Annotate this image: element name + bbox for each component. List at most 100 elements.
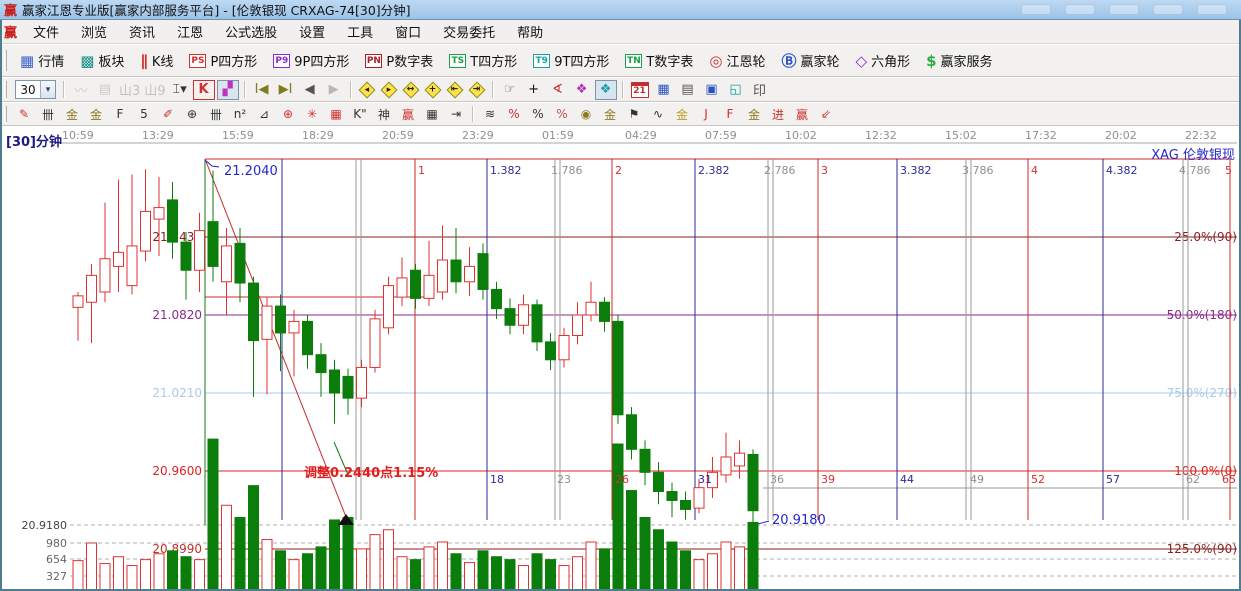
menu-帮助[interactable]: 帮助	[517, 26, 544, 41]
tool-jin-tool-button[interactable]: 进	[771, 107, 784, 122]
menu-江恩[interactable]: 江恩	[177, 26, 204, 41]
feature-t-number-button[interactable]: TN T数字表	[617, 45, 701, 76]
tool-stat-band-button[interactable]: ≋	[484, 107, 496, 121]
draw-shen-tool-button[interactable]: 神	[377, 107, 390, 122]
titlebar-ghost-button[interactable]	[1065, 4, 1095, 15]
k-chart-button[interactable]: K	[192, 79, 215, 100]
zoom-in-right-button[interactable]: ▸	[379, 80, 399, 100]
save-button[interactable]: ▣	[705, 82, 718, 97]
page-end-button[interactable]: ⇥	[467, 80, 487, 100]
draw-marker-pen-button[interactable]: ✐	[162, 107, 174, 121]
menu-文件[interactable]: 文件	[33, 26, 60, 41]
period-combobox[interactable]: 30 ▾	[15, 80, 56, 99]
tool-percent-line-button[interactable]: %	[556, 107, 568, 121]
draw-k-quote-button[interactable]: K"	[353, 107, 367, 121]
volume-profile-button[interactable]: ▞	[216, 79, 239, 100]
period-dropdown-arrow[interactable]: ▾	[40, 81, 55, 98]
crosshair-button[interactable]: +	[528, 82, 540, 97]
bars-9-button[interactable]: 山9	[144, 84, 166, 99]
candle-style-button[interactable]: ⌶▾	[172, 82, 187, 97]
draw-star-web-button[interactable]: ✳	[306, 107, 318, 121]
gann-brush-button[interactable]: ❖	[575, 82, 588, 97]
draw-gann-grid-5-button[interactable]: 5	[140, 107, 148, 121]
last-page-button[interactable]: ▶I	[278, 82, 293, 97]
feature-hexagon-button[interactable]: ◇ 六角形	[848, 45, 919, 76]
draw-ying-tool-button[interactable]: 赢	[401, 107, 414, 122]
feature-label: 行情	[38, 55, 65, 70]
draw-circle-cross-button[interactable]: ⊕	[186, 107, 198, 121]
candlestick-chart[interactable]: 10:59 13:29 15:59 18:29 20:59 23:29 01:59 04:29…	[0, 126, 1241, 591]
draw-target-red-button[interactable]: ⊕	[282, 107, 294, 121]
menu-交易委托[interactable]: 交易委托	[443, 26, 496, 41]
titlebar-ghost-button[interactable]	[1197, 4, 1227, 15]
feature-9p-square-button[interactable]: P9 9P四方形	[265, 45, 357, 76]
first-page-button[interactable]: I◀	[254, 82, 269, 97]
menu-浏览[interactable]: 浏览	[81, 26, 108, 41]
draw-gann-grid-button[interactable]: 卌	[41, 107, 54, 122]
tool-flag-button[interactable]: ⚑	[628, 107, 640, 121]
next-page-button[interactable]: ▶	[328, 82, 339, 97]
calendar-button[interactable]: 21	[629, 80, 651, 100]
draw-ruler-123-button[interactable]: ▦	[426, 107, 438, 121]
svg-text:980: 980	[46, 537, 67, 550]
titlebar-ghost-button[interactable]	[1109, 4, 1139, 15]
menu-窗口[interactable]: 窗口	[395, 26, 422, 41]
menu-公式选股[interactable]: 公式选股	[225, 26, 278, 41]
tool-wave-button[interactable]: ∿	[652, 107, 664, 121]
feature-p-number-button[interactable]: PN P数字表	[357, 45, 441, 76]
feature-sectors-button[interactable]: ▩ 板块	[72, 45, 132, 76]
calculator-button[interactable]: ▦	[657, 82, 670, 97]
period-value: 30	[20, 82, 36, 97]
feature-kline-button[interactable]: ∥ K线	[132, 45, 181, 76]
tool-j-angle-button[interactable]: J	[704, 107, 708, 121]
feature-t-square-button[interactable]: TS T四方形	[441, 45, 525, 76]
feature-p-square-button[interactable]: PS P四方形	[181, 45, 265, 76]
tool-gold-line-button[interactable]: 金	[603, 107, 616, 122]
notepad-button[interactable]: ▤	[681, 82, 694, 97]
zoom-both-button[interactable]: ↔	[401, 80, 421, 100]
angle-measure-button[interactable]: ∢	[552, 82, 564, 97]
titlebar-ghost-button[interactable]	[1021, 4, 1051, 15]
feature-winner-wheel-button[interactable]: Ⓑ 赢家轮	[773, 45, 847, 76]
feature-quotes-button[interactable]: ▦ 行情	[12, 45, 72, 76]
freehand-button[interactable]: 〰	[74, 84, 88, 99]
snapshot-button[interactable]: ◱	[729, 82, 742, 97]
draw-gann-grid-gold-1-button[interactable]: 金	[65, 107, 78, 122]
menu-设置[interactable]: 设置	[299, 26, 326, 41]
bars-3-button[interactable]: 山3	[119, 84, 141, 99]
chart-area[interactable]: [30]分钟 XAG 伦敦银现 10:59 13:29 15:59 18:29 20:5…	[0, 126, 1241, 591]
page-start-button[interactable]: ⇤	[445, 80, 465, 100]
feature-9t-square-button[interactable]: T9 9T四方形	[525, 45, 617, 76]
titlebar-ghost-button[interactable]	[1153, 4, 1183, 15]
zoom-out-left-button[interactable]: ◂	[357, 80, 377, 100]
draw-n-square-button[interactable]: n²	[233, 107, 247, 121]
tool-gold-angle-button[interactable]: 金	[747, 107, 760, 122]
draw-pen-button[interactable]: ✎	[18, 107, 30, 121]
prev-page-button[interactable]: ◀	[304, 82, 315, 97]
draw-web-grid-button[interactable]: ▦	[330, 107, 342, 121]
tool-gold-button[interactable]: 金	[675, 107, 688, 122]
draw-grid-plain-button[interactable]: 卌	[209, 107, 222, 122]
zoom-center-icon: +	[424, 81, 442, 98]
menu-工具[interactable]: 工具	[347, 26, 374, 41]
tool-ying-angle-button[interactable]: 赢	[795, 107, 808, 122]
feature-gann-wheel-button[interactable]: ◎ 江恩轮	[701, 45, 773, 76]
draw-measure-x-button[interactable]: ⇥	[450, 107, 462, 121]
tool-gold-circle-button[interactable]: ◉	[580, 107, 592, 121]
gann-shape-button[interactable]: ❖	[594, 79, 617, 100]
tool-percent-button[interactable]: %	[532, 107, 544, 121]
draw-gann-grid-f-button[interactable]: F	[116, 107, 124, 121]
title-bar[interactable]: 赢 赢家江恩专业版[赢家内部服务平台] - [伦敦银现 CRXAG-74[30]…	[0, 0, 1241, 20]
draw-angle-tool-button[interactable]: ⊿	[258, 107, 270, 121]
svg-text:23:29: 23:29	[462, 129, 494, 142]
draw-gann-grid-gold-2-button[interactable]: 金	[89, 107, 102, 122]
print-button[interactable]: 印	[753, 84, 767, 99]
zoom-center-button[interactable]: +	[423, 80, 443, 100]
pan-hand-button[interactable]: ☞	[503, 82, 516, 97]
tool-squiggle-button[interactable]: ⇙	[820, 107, 832, 121]
tool-percent-red-button[interactable]: %	[508, 107, 520, 121]
feature-winner-service-button[interactable]: $ 赢家服务	[918, 45, 1000, 76]
notes-button[interactable]: ▤	[98, 82, 112, 97]
menu-资讯[interactable]: 资讯	[129, 26, 156, 41]
tool-f-angle-button[interactable]: F	[726, 107, 734, 121]
